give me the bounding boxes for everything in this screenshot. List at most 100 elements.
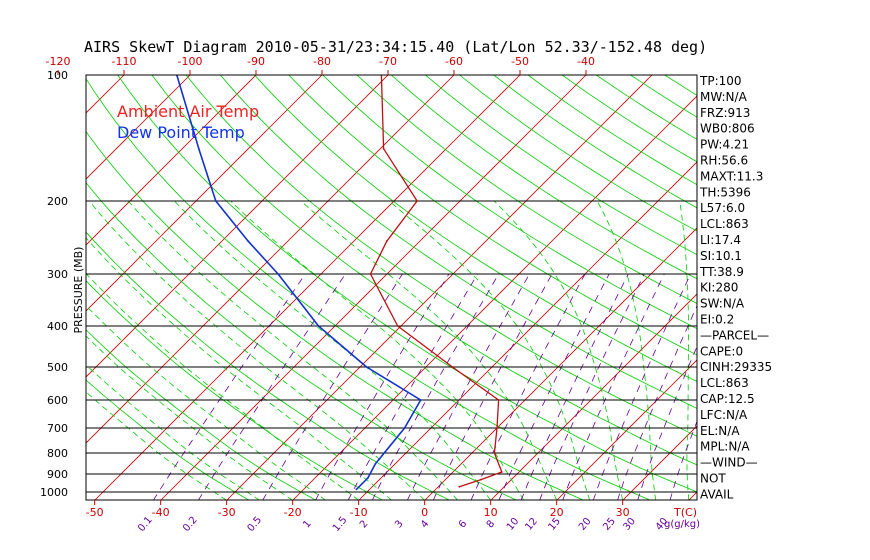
mixing-ratio-tick-label: 1.5	[331, 515, 350, 534]
dew-point-temp-point	[367, 476, 369, 479]
x-axis-unit-label: T(C)	[673, 506, 697, 519]
dry-adiabat-line	[151, 75, 697, 466]
index-label: LFC:N/A	[700, 408, 748, 422]
isotherm-lines	[0, 56, 870, 500]
sounding-series	[175, 75, 503, 491]
top-temperature-tick-label: -70	[379, 55, 397, 68]
pressure-tick-label: 600	[47, 394, 68, 407]
bottom-temperature-tick-label: -30	[218, 506, 236, 519]
isotherm-line	[86, 75, 191, 180]
index-label: PW:4.21	[700, 138, 749, 152]
index-label: MAXT:11.3	[700, 169, 763, 183]
bottom-temperature-tick-label: -10	[350, 506, 368, 519]
mixing-ratio-line	[198, 273, 346, 500]
ambient-air-temp-point	[496, 427, 498, 429]
ambient-air-temp-point	[369, 273, 372, 275]
mixing-ratio-tick-label: 10	[505, 516, 522, 533]
dry-adiabat-line	[86, 182, 518, 500]
index-label: EL:N/A	[700, 424, 740, 438]
ambient-air-temp-point	[458, 485, 461, 488]
mixing-ratio-line	[432, 273, 553, 500]
bottom-temperature-tick-label: 0	[421, 506, 428, 519]
mixing-ratio-tick-label: 2	[358, 518, 371, 530]
moist-adiabat-line	[596, 200, 657, 500]
chart-title: AIRS SkewT Diagram 2010-05-31/23:34:15.4…	[84, 38, 707, 56]
isotherm-line	[160, 75, 587, 500]
legend-ambient-air-temp: Ambient Air Temp	[117, 102, 259, 121]
moist-adiabat-line	[230, 200, 524, 500]
dew-point-temp-point	[317, 325, 320, 327]
isotherm-line	[424, 227, 697, 500]
dry-adiabat-line	[253, 75, 697, 382]
top-temperature-tick-labels: -120 -110 -100 -90 -80 -70 -60 -50 -40	[46, 55, 595, 75]
moist-adiabat-line	[88, 200, 425, 500]
dew-point-temp-point	[355, 488, 358, 491]
index-label: FRZ:913	[700, 106, 750, 120]
ambient-air-temp-point	[500, 471, 503, 473]
moist-adiabat-line	[300, 200, 558, 500]
ambient-air-temp-point	[493, 452, 496, 454]
dry-adiabat-line	[735, 56, 870, 501]
pressure-tick-label: 200	[47, 195, 68, 208]
mixing-ratio-line	[617, 304, 697, 500]
dry-adiabat-line	[185, 75, 697, 437]
pressure-tick-label: 300	[47, 268, 68, 281]
pressure-tick-label: 1000	[40, 486, 68, 499]
mixing-ratio-line	[592, 273, 691, 500]
index-label: L57:6.0	[700, 201, 745, 215]
dry-adiabat-lines	[86, 56, 870, 501]
index-label: RH:56.6	[700, 154, 748, 168]
mixing-ratio-tick-label: 8	[485, 518, 498, 530]
moist-adiabat-line	[86, 364, 260, 500]
mixing-ratio-tick-labels: 0.1 0.2 0.5 1 1.5 2 3 4 6 8 10 12 15 20 25 30 40	[136, 515, 670, 534]
y-axis-label: PRESSURE (MB)	[72, 247, 85, 334]
isotherm-line	[86, 75, 389, 378]
dry-adiabat-line	[86, 78, 651, 500]
legend-dew-point-temp: Dew Point Temp	[117, 123, 245, 142]
moist-adiabat-line	[388, 200, 591, 500]
mixing-ratio-unit-label: g(g/kg)	[664, 519, 700, 530]
bottom-temperature-tick-label: -50	[86, 506, 104, 519]
dew-point-temp-point	[277, 273, 279, 275]
isotherm-line	[0, 56, 11, 500]
ambient-air-temp-point	[396, 325, 399, 327]
ambient-air-temp-point	[416, 200, 418, 202]
isotherm-line	[86, 75, 455, 444]
index-label: CAPE:0	[700, 344, 743, 358]
index-label: TT:38.9	[699, 265, 744, 279]
mixing-ratio-line	[347, 273, 479, 500]
bottom-temperature-tick-label: -40	[152, 506, 170, 519]
index-label: MPL:N/A	[700, 440, 750, 454]
mixing-ratio-tick-label: 12	[523, 516, 540, 533]
dry-adiabat-line	[322, 75, 697, 330]
ambient-air-temp-point	[480, 478, 482, 481]
dry-adiabat-line	[802, 56, 870, 501]
index-label: EI:0.2	[700, 313, 734, 327]
ambient-air-temp-point	[382, 147, 385, 150]
top-temperature-tick-label: -90	[247, 55, 265, 68]
isotherm-line	[821, 56, 870, 500]
dry-adiabat-line	[86, 329, 317, 500]
mixing-ratio-line	[153, 273, 306, 500]
bottom-temperature-tick-labels: -50 -40 -30 -20 -10 0 10 20 30	[86, 500, 630, 519]
mixing-ratio-line	[262, 273, 403, 500]
pressure-tick-label: 100	[47, 69, 68, 82]
top-temperature-tick-label: -100	[178, 55, 203, 68]
ambient-air-temp-point	[497, 399, 500, 401]
dew-point-temp-point	[197, 147, 200, 150]
index-label: TP:100	[699, 74, 742, 88]
isotherm-line	[358, 161, 697, 500]
dry-adiabat-line	[117, 75, 697, 493]
dew-point-temp-point	[365, 366, 368, 368]
dry-adiabat-line	[356, 75, 697, 304]
index-label: WB0:806	[700, 122, 755, 136]
dry-adiabat-line	[458, 75, 697, 232]
mixing-ratio-tick-label: 20	[577, 516, 594, 533]
dry-adiabat-line	[390, 75, 697, 280]
isotherm-line	[755, 56, 870, 500]
index-label: AVAIL	[700, 487, 734, 501]
mixing-ratio-line	[470, 273, 586, 500]
mixing-ratio-tick-label: 1	[301, 518, 314, 530]
pressure-tick-label: 700	[47, 422, 68, 435]
